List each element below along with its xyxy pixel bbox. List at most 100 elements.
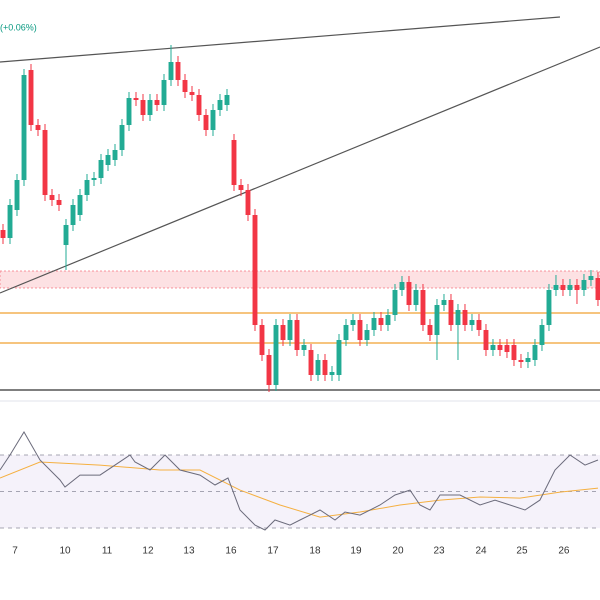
candle-body bbox=[581, 280, 587, 290]
candle-body bbox=[189, 92, 195, 95]
candle-body bbox=[336, 340, 342, 375]
candle-body bbox=[91, 178, 97, 180]
candle-body bbox=[77, 195, 83, 215]
candle-body bbox=[224, 95, 230, 105]
candle-body bbox=[238, 185, 244, 190]
candle-body bbox=[126, 98, 132, 125]
x-tick-label: 24 bbox=[475, 546, 487, 557]
candle-body bbox=[350, 320, 356, 325]
candle-body bbox=[266, 355, 272, 385]
candle-body bbox=[574, 285, 580, 290]
candle-body bbox=[539, 325, 545, 345]
candle-body bbox=[518, 360, 524, 362]
candle-body bbox=[427, 325, 433, 335]
candle-body bbox=[322, 360, 328, 375]
candle-body bbox=[245, 190, 251, 215]
candle-body bbox=[329, 372, 335, 375]
candle-body bbox=[385, 315, 391, 325]
candle-body bbox=[231, 140, 237, 185]
candle-body bbox=[469, 320, 475, 325]
candle-body bbox=[308, 350, 314, 375]
candle-body bbox=[182, 80, 188, 92]
candle-body bbox=[98, 160, 104, 178]
candle-body bbox=[35, 125, 41, 130]
x-tick-label: 13 bbox=[183, 546, 195, 557]
trend-line bbox=[0, 46, 600, 294]
candle-body bbox=[476, 320, 482, 330]
candle-body bbox=[287, 320, 293, 340]
candle-body bbox=[14, 180, 20, 210]
x-tick-label: 18 bbox=[309, 546, 321, 557]
candle-body bbox=[119, 125, 125, 150]
candle-body bbox=[392, 290, 398, 315]
candle-body bbox=[462, 310, 468, 325]
candle-body bbox=[497, 345, 503, 350]
candle-body bbox=[70, 205, 76, 225]
candle-body bbox=[441, 300, 447, 305]
candle-body bbox=[553, 285, 559, 290]
candle-body bbox=[560, 285, 566, 290]
candle-body bbox=[210, 110, 216, 130]
x-tick-label: 20 bbox=[392, 546, 404, 557]
candle-body bbox=[399, 282, 405, 290]
candle-body bbox=[7, 205, 13, 238]
candle-body bbox=[0, 230, 6, 238]
x-tick-label: 7 bbox=[12, 546, 18, 557]
candle-body bbox=[294, 320, 300, 350]
candle-body bbox=[49, 195, 55, 200]
candle-body bbox=[588, 276, 594, 280]
candle-body bbox=[511, 345, 517, 360]
candle-body bbox=[147, 100, 153, 115]
candle-body bbox=[483, 330, 489, 350]
x-tick-label: 25 bbox=[516, 546, 528, 557]
candle-body bbox=[203, 115, 209, 130]
candle-body bbox=[357, 320, 363, 340]
candle-body bbox=[525, 358, 531, 362]
candle-body bbox=[252, 215, 258, 325]
candle-body bbox=[301, 345, 307, 350]
candle-body bbox=[378, 318, 384, 325]
candle-body bbox=[175, 62, 181, 80]
candle-body bbox=[42, 130, 48, 195]
candle-body bbox=[217, 100, 223, 110]
candle-body bbox=[280, 325, 286, 340]
candle-body bbox=[168, 62, 174, 80]
candle-body bbox=[161, 80, 167, 105]
x-tick-label: 17 bbox=[267, 546, 279, 557]
candle-body bbox=[371, 318, 377, 330]
candle-body bbox=[504, 345, 510, 352]
candle-body bbox=[56, 200, 62, 205]
rsi-ma bbox=[0, 461, 599, 518]
candle-body bbox=[133, 98, 139, 100]
candle-body bbox=[532, 345, 538, 360]
candle-body bbox=[84, 180, 90, 195]
candle-body bbox=[112, 150, 118, 160]
candle-body bbox=[455, 310, 461, 325]
candle-body bbox=[406, 282, 412, 305]
x-tick-label: 16 bbox=[225, 546, 237, 557]
x-tick-label: 11 bbox=[102, 546, 113, 557]
candle-body bbox=[413, 290, 419, 305]
candle-body bbox=[140, 100, 146, 115]
candle-body bbox=[420, 290, 426, 325]
candle-body bbox=[595, 278, 600, 300]
trend-line bbox=[0, 16, 561, 63]
candle-body bbox=[28, 70, 34, 125]
candle-body bbox=[105, 155, 111, 165]
change-label: (+0.06%) bbox=[0, 22, 37, 32]
candle-body bbox=[490, 345, 496, 350]
x-tick-label: 23 bbox=[433, 546, 445, 557]
candle-body bbox=[63, 225, 69, 245]
candle-body bbox=[546, 290, 552, 325]
candle-body bbox=[259, 325, 265, 355]
x-tick-label: 10 bbox=[59, 546, 71, 557]
candle-body bbox=[448, 300, 454, 325]
candle-body bbox=[196, 95, 202, 115]
candle-body bbox=[343, 325, 349, 340]
x-tick-label: 12 bbox=[142, 546, 154, 557]
candle-body bbox=[364, 330, 370, 340]
candle-body bbox=[273, 325, 279, 385]
candle-body bbox=[567, 285, 573, 290]
